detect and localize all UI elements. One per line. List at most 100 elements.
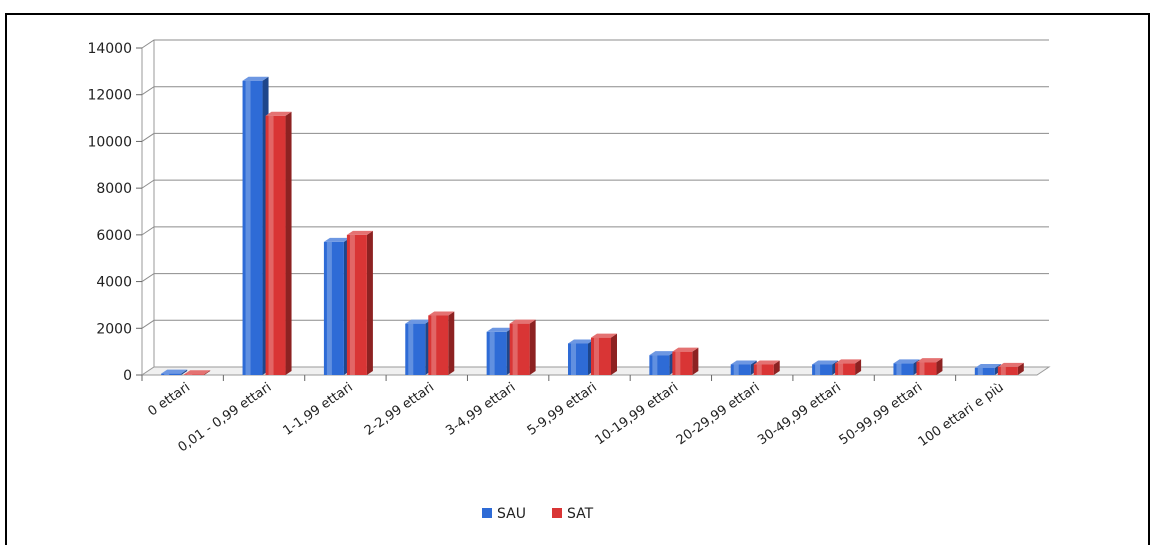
- bar-front: [812, 364, 833, 375]
- bar-highlight: [489, 331, 495, 375]
- bar-sat-6: [672, 347, 699, 375]
- bar-sat-4: [509, 319, 536, 375]
- bar-side: [773, 360, 780, 375]
- bar-highlight: [164, 373, 170, 375]
- bars: [161, 76, 1024, 375]
- bar-highlight: [408, 323, 414, 375]
- y-tick-label: 10000: [87, 134, 132, 150]
- bar-side: [611, 333, 617, 375]
- bar-side: [285, 111, 292, 375]
- bar-top: [509, 319, 536, 324]
- x-category-label: 3-4,99 ettari: [443, 380, 518, 439]
- legend-item-sau: SAU: [482, 506, 526, 522]
- bar-side: [1017, 362, 1024, 375]
- bar-highlight: [571, 343, 576, 375]
- legend-item-sat: SAT: [552, 506, 594, 522]
- bar-top: [265, 111, 292, 116]
- grid-line: [141, 319, 1049, 329]
- bar-side: [855, 359, 862, 375]
- legend: SAU SAT: [482, 506, 594, 522]
- bar-highlight: [1000, 366, 1006, 375]
- bar-top: [486, 327, 513, 332]
- y-tick-label: 14000: [87, 41, 132, 57]
- bar-highlight: [733, 364, 739, 375]
- x-category-label: 1-1,99 ettari: [281, 380, 356, 439]
- x-category-label: 10-19,99 ettari: [593, 380, 682, 448]
- bar-sat-9: [916, 358, 943, 375]
- bar-sat-0: [184, 370, 211, 375]
- bar-sau-3: [405, 319, 432, 375]
- bar-top: [323, 237, 350, 242]
- bar-side: [936, 358, 943, 375]
- bar-sau-0: [161, 369, 188, 375]
- bar-highlight: [756, 364, 762, 375]
- x-category-label: 20-29,99 ettari: [674, 380, 763, 448]
- bar-front: [184, 374, 205, 375]
- bar-side: [529, 319, 536, 375]
- bar-top: [568, 339, 594, 344]
- bar-highlight: [838, 363, 844, 375]
- grid-line: [141, 86, 1049, 96]
- bar-sau-8: [812, 360, 839, 375]
- y-tick-label: 8000: [96, 181, 132, 197]
- bar-top: [184, 370, 211, 375]
- legend-label: SAT: [567, 506, 594, 522]
- bar-top: [428, 311, 455, 316]
- bar-front: [997, 366, 1018, 375]
- x-category-label: 0 ettari: [145, 380, 193, 420]
- bar-top: [672, 347, 699, 352]
- y-tick-label: 0: [123, 368, 132, 384]
- bar-side: [448, 311, 455, 375]
- bar-top: [346, 230, 373, 235]
- y-axis-labels: 0 2000 4000 6000 8000 10000 12000 14000: [87, 41, 132, 384]
- bar-sat-5: [591, 333, 617, 375]
- bar-sat-10: [997, 362, 1024, 375]
- bar-side: [181, 369, 188, 375]
- bar-top: [893, 359, 920, 364]
- bar-front: [161, 373, 182, 375]
- bar-sat-7: [753, 360, 780, 375]
- bar-highlight: [896, 363, 902, 375]
- bar-sat-8: [835, 359, 862, 375]
- legend-swatch: [552, 508, 562, 518]
- bar-front: [753, 364, 774, 375]
- grid-line: [141, 132, 1049, 142]
- x-category-label: 2-2,99 ettari: [362, 380, 437, 439]
- bar-sau-6: [649, 351, 676, 375]
- bar-chart: 0 2000 4000 6000 8000 10000 12000 14000 0 ettar…: [87, 39, 1051, 522]
- bar-top: [997, 362, 1024, 367]
- bar-highlight: [268, 115, 274, 375]
- bar-highlight: [652, 355, 658, 375]
- bar-sau-5: [568, 339, 594, 375]
- bar-front: [893, 363, 914, 375]
- bar-top: [974, 363, 1001, 368]
- bar-top: [753, 360, 780, 365]
- x-category-label: 100 ettari e più: [916, 380, 1007, 450]
- bar-highlight: [431, 315, 437, 375]
- bar-sau-1: [242, 76, 269, 375]
- bar-front: [974, 367, 995, 375]
- grid-line: [141, 39, 1049, 49]
- chart-frame: 0 2000 4000 6000 8000 10000 12000 14000 0 ettar…: [5, 13, 1150, 545]
- bar-highlight: [512, 323, 518, 375]
- bar-sau-9: [893, 359, 920, 375]
- bar-highlight: [675, 351, 681, 375]
- bar-sau-2: [323, 237, 350, 375]
- bar-highlight: [594, 337, 599, 375]
- bar-sat-1: [265, 111, 292, 375]
- grid-line: [141, 273, 1049, 282]
- legend-swatch: [482, 508, 492, 518]
- grid-line: [141, 179, 1049, 189]
- bar-top: [812, 360, 839, 365]
- bar-highlight: [977, 367, 983, 375]
- bar-side: [204, 370, 211, 375]
- bar-sat-3: [428, 311, 455, 375]
- legend-label: SAU: [497, 506, 526, 522]
- grid-line: [141, 226, 1049, 236]
- bar-side: [692, 347, 699, 375]
- bar-front: [835, 363, 856, 375]
- bar-top: [835, 359, 862, 364]
- bar-top: [591, 333, 617, 338]
- bar-highlight: [349, 234, 355, 375]
